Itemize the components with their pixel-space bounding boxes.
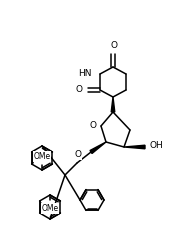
Text: OMe: OMe bbox=[33, 152, 51, 161]
Text: O: O bbox=[75, 150, 82, 159]
Text: HN: HN bbox=[79, 70, 92, 78]
Polygon shape bbox=[111, 97, 115, 112]
Text: O: O bbox=[110, 41, 117, 50]
Text: OH: OH bbox=[150, 141, 164, 151]
Polygon shape bbox=[90, 142, 106, 153]
Polygon shape bbox=[124, 145, 145, 149]
Text: OMe: OMe bbox=[41, 204, 59, 213]
Text: O: O bbox=[90, 121, 97, 130]
Text: O: O bbox=[76, 86, 83, 94]
